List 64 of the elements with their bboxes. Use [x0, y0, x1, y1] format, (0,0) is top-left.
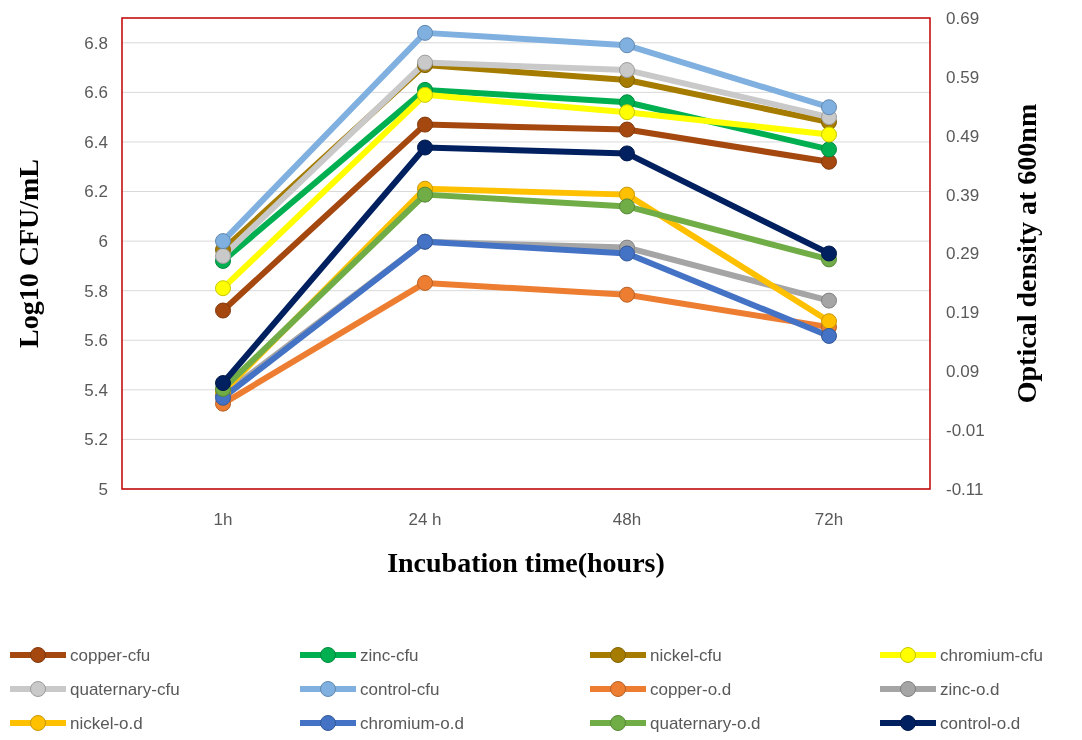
point	[417, 86, 433, 103]
point	[619, 121, 635, 138]
point	[417, 24, 433, 41]
point	[215, 280, 231, 297]
legend-label: chromium-cfu	[940, 645, 1043, 665]
point	[821, 327, 837, 344]
point	[417, 116, 433, 133]
legend-label: control-cfu	[360, 679, 440, 699]
point	[417, 139, 433, 156]
y-tick-label: 5	[98, 479, 108, 499]
legend-label: copper-cfu	[70, 645, 151, 665]
point	[619, 37, 635, 54]
y-tick-label: 5.6	[84, 331, 108, 351]
point	[417, 274, 433, 291]
point	[821, 245, 837, 262]
y-tick-label: 6.4	[84, 132, 108, 152]
y2-tick-label: 0.49	[946, 126, 980, 146]
point	[417, 186, 433, 203]
y-tick-label: 5.2	[84, 430, 108, 450]
y-tick-label: 6.2	[84, 182, 108, 202]
x-tick-label: 48h	[612, 510, 642, 529]
point	[619, 245, 635, 262]
y-tick-label: 6.8	[84, 33, 108, 53]
y2-tick-label: -0.11	[946, 479, 984, 499]
point	[215, 375, 231, 392]
y-tick-label: 5.8	[84, 281, 108, 301]
point	[619, 198, 635, 215]
point	[215, 302, 231, 319]
point	[619, 145, 635, 162]
y2-tick-label: 0.59	[946, 67, 980, 87]
point	[619, 286, 635, 303]
x-axis-title: Incubation time(hours)	[387, 547, 665, 578]
legend-label: control-o.d	[940, 713, 1021, 733]
point	[215, 247, 231, 264]
y2-tick-label: 0.29	[946, 244, 980, 264]
legend-label: copper-o.d	[650, 679, 732, 699]
x-tick-label: 24 h	[408, 510, 442, 529]
legend-label: chromium-o.d	[360, 713, 464, 733]
y2-axis-title: Optical density at 600nm	[1011, 103, 1042, 404]
point	[821, 141, 837, 158]
y-tick-label: 6	[98, 232, 108, 252]
point	[821, 292, 837, 309]
y-tick-label: 5.4	[84, 380, 108, 400]
x-tick-label: 1h	[213, 510, 233, 529]
y2-tick-label: 0.09	[946, 362, 980, 382]
legend-label: nickel-o.d	[70, 713, 143, 733]
legend-label: quaternary-o.d	[650, 713, 761, 733]
point	[821, 126, 837, 143]
point	[619, 62, 635, 79]
y2-tick-label: 0.69	[946, 8, 980, 28]
y2-tick-label: -0.01	[946, 421, 985, 441]
y2-tick-label: 0.39	[946, 185, 980, 205]
legend-label: nickel-cfu	[650, 645, 722, 665]
point	[821, 313, 837, 330]
x-tick-label: 72h	[814, 510, 844, 529]
point	[215, 233, 231, 250]
legend-label: zinc-cfu	[360, 645, 419, 665]
y-tick-label: 6.6	[84, 83, 108, 103]
point	[619, 104, 635, 121]
point	[821, 99, 837, 116]
y2-tick-label: 0.19	[946, 303, 980, 323]
legend-label: quaternary-cfu	[70, 679, 180, 699]
legend-label: zinc-o.d	[940, 679, 1000, 699]
y-axis-title: Log10 CFU/mL	[13, 159, 44, 348]
